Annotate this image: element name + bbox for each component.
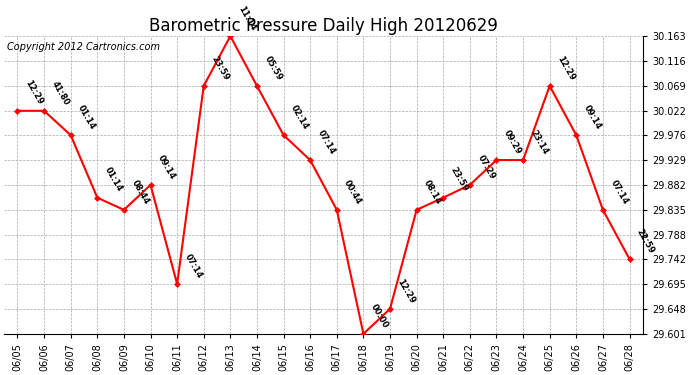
Text: 12:29: 12:29 [555,54,576,82]
Text: 23:14: 23:14 [529,128,550,156]
Text: 23:59: 23:59 [209,54,230,82]
Title: Barometric Pressure Daily High 20120629: Barometric Pressure Daily High 20120629 [149,16,498,34]
Text: 09:14: 09:14 [156,153,177,181]
Text: 09:14: 09:14 [582,104,603,131]
Text: 02:14: 02:14 [289,104,311,131]
Text: 09:29: 09:29 [502,129,523,156]
Text: 07:29: 07:29 [475,153,496,181]
Text: 23:59: 23:59 [448,166,470,194]
Text: 07:14: 07:14 [316,128,337,156]
Text: 22:59: 22:59 [635,227,656,255]
Text: 07:14: 07:14 [609,178,629,206]
Text: 07:14: 07:14 [183,252,204,280]
Text: 01:14: 01:14 [77,104,97,131]
Text: 11:14: 11:14 [236,4,257,32]
Text: 08:14: 08:14 [422,178,443,206]
Text: 05:59: 05:59 [262,54,284,82]
Text: 00:44: 00:44 [342,178,364,206]
Text: 12:29: 12:29 [23,79,44,106]
Text: 08:44: 08:44 [130,178,150,206]
Text: 01:14: 01:14 [103,166,124,194]
Text: Copyright 2012 Cartronics.com: Copyright 2012 Cartronics.com [8,42,160,52]
Text: 00:00: 00:00 [369,302,390,330]
Text: 41:80: 41:80 [50,79,71,106]
Text: 12:29: 12:29 [395,277,417,305]
